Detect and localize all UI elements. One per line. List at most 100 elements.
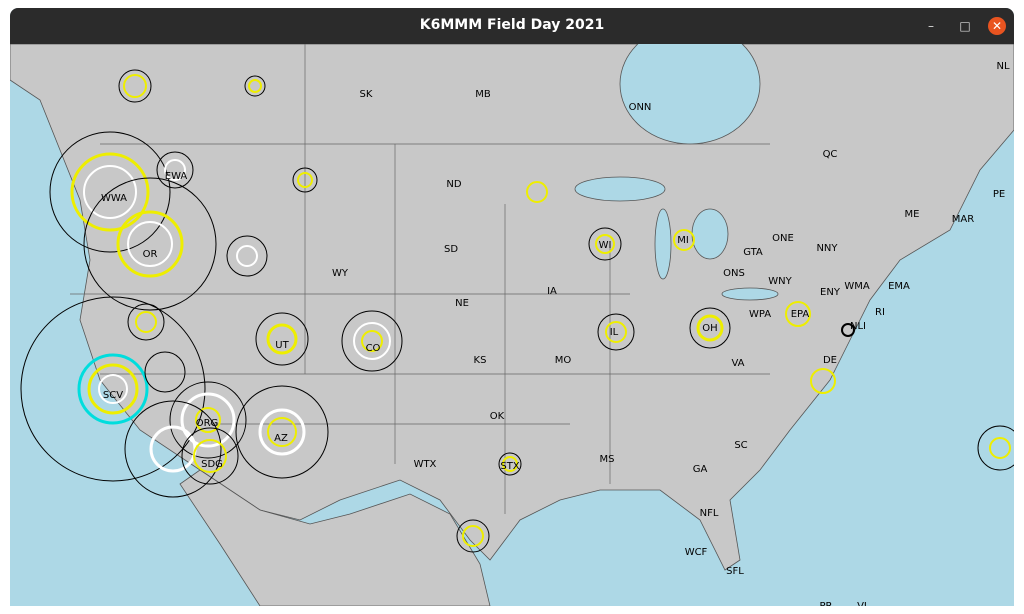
section-label: GTA: [743, 247, 763, 258]
contact-ring: [235, 385, 329, 479]
section-label: EWA: [165, 171, 188, 182]
contact-rings: [20, 69, 1014, 553]
border-lines: [70, 44, 770, 514]
contact-ring: [526, 181, 548, 203]
section-label: NFL: [700, 508, 719, 519]
title-bar: K6MMM Field Day 2021 – □ ✕: [10, 8, 1014, 44]
section-label: SCV: [103, 390, 123, 401]
section-label: IL: [610, 327, 619, 338]
contact-ring: [123, 74, 147, 98]
contact-ring: [70, 152, 150, 232]
lake-huron: [691, 208, 729, 260]
section-label: WCF: [685, 547, 708, 558]
section-label: CO: [366, 343, 381, 354]
section-label: SFL: [726, 566, 744, 577]
section-label: WMA: [844, 281, 870, 292]
contact-ring: [195, 407, 221, 433]
contact-ring: [588, 227, 622, 261]
contact-ring: [127, 303, 165, 341]
lake-michigan: [654, 208, 672, 280]
section-label: GA: [693, 464, 708, 475]
section-label: ORG: [196, 418, 219, 429]
contact-ring: [20, 296, 206, 482]
section-label: NL: [996, 61, 1009, 72]
contact-ring: [353, 322, 391, 360]
land: [10, 44, 1014, 571]
section-label: SK: [360, 89, 373, 100]
app-window: K6MMM Field Day 2021 – □ ✕ SK MB ONN NL QC PE…: [10, 8, 1014, 606]
contact-ring: [785, 301, 811, 327]
contact-ring: [83, 177, 217, 311]
contact-ring: [144, 351, 186, 393]
section-label: RI: [875, 307, 885, 318]
section-label: ONS: [723, 268, 745, 279]
section-label: AZ: [274, 433, 288, 444]
section-label: WI: [599, 240, 612, 251]
section-label: UT: [275, 340, 289, 351]
contact-ring: [255, 312, 309, 366]
section-label: ENY: [820, 287, 841, 298]
contact-ring: [124, 400, 222, 498]
contact-ring: [83, 165, 137, 219]
minimize-button[interactable]: –: [928, 19, 934, 33]
section-label: KS: [474, 355, 487, 366]
section-label: NE: [455, 298, 469, 309]
section-label: WY: [332, 268, 349, 279]
lake-erie: [721, 287, 779, 301]
contact-ring: [456, 519, 490, 553]
contact-ring: [989, 437, 1011, 459]
section-label: MAR: [952, 214, 974, 225]
section-label: IA: [547, 286, 557, 297]
section-label: ND: [446, 179, 461, 190]
contact-ring: [361, 330, 383, 352]
window-title: K6MMM Field Day 2021: [419, 17, 605, 33]
contact-ring: [462, 525, 484, 547]
contact-ring: [297, 172, 313, 188]
contact-ring: [810, 368, 836, 394]
close-button[interactable]: ✕: [988, 17, 1006, 35]
contact-ring: [266, 323, 298, 355]
section-label: NNY: [816, 243, 838, 254]
section-label: ME: [905, 209, 920, 220]
contact-ring: [244, 75, 266, 97]
contact-ring: [258, 408, 306, 456]
section-label: ONN: [629, 102, 652, 113]
section-label: MB: [475, 89, 491, 100]
section-label: PR: [820, 601, 833, 606]
map: SK MB ONN NL QC PE MAR ND WWA EWA OR WY SD NE IA WI MI GT…: [10, 44, 1014, 606]
section-label: EPA: [791, 309, 810, 320]
contact-ring: [156, 151, 194, 189]
contact-ring: [236, 245, 258, 267]
contact-ring: [193, 439, 227, 473]
section-label: OK: [490, 411, 505, 422]
contact-ring: [605, 321, 627, 343]
contact-ring: [87, 363, 139, 415]
mexico-land: [179, 469, 491, 606]
contact-ring: [841, 323, 855, 337]
section-label: WPA: [749, 309, 771, 320]
section-label: MI: [677, 235, 689, 246]
contact-ring: [341, 310, 403, 372]
section-label: NLI: [850, 321, 866, 332]
section-label: VA: [731, 358, 744, 369]
section-label: OH: [702, 323, 717, 334]
section-label: WWA: [101, 193, 127, 204]
section-label: MS: [600, 454, 615, 465]
contact-ring: [49, 131, 171, 253]
section-label: DE: [823, 355, 837, 366]
contact-ring: [135, 311, 157, 333]
contact-ring: [164, 159, 186, 181]
contact-ring: [595, 234, 615, 254]
section-label: ONE: [772, 233, 794, 244]
contact-ring: [116, 210, 184, 278]
lake-superior: [574, 176, 666, 202]
maximize-button[interactable]: □: [959, 19, 971, 33]
contact-ring: [98, 374, 128, 404]
section-label: EMA: [888, 281, 910, 292]
contact-ring: [180, 392, 236, 448]
contact-ring: [689, 307, 731, 349]
section-label: PE: [993, 189, 1005, 200]
contact-ring: [502, 456, 518, 472]
contact-ring: [169, 381, 247, 459]
contact-ring: [597, 313, 635, 351]
